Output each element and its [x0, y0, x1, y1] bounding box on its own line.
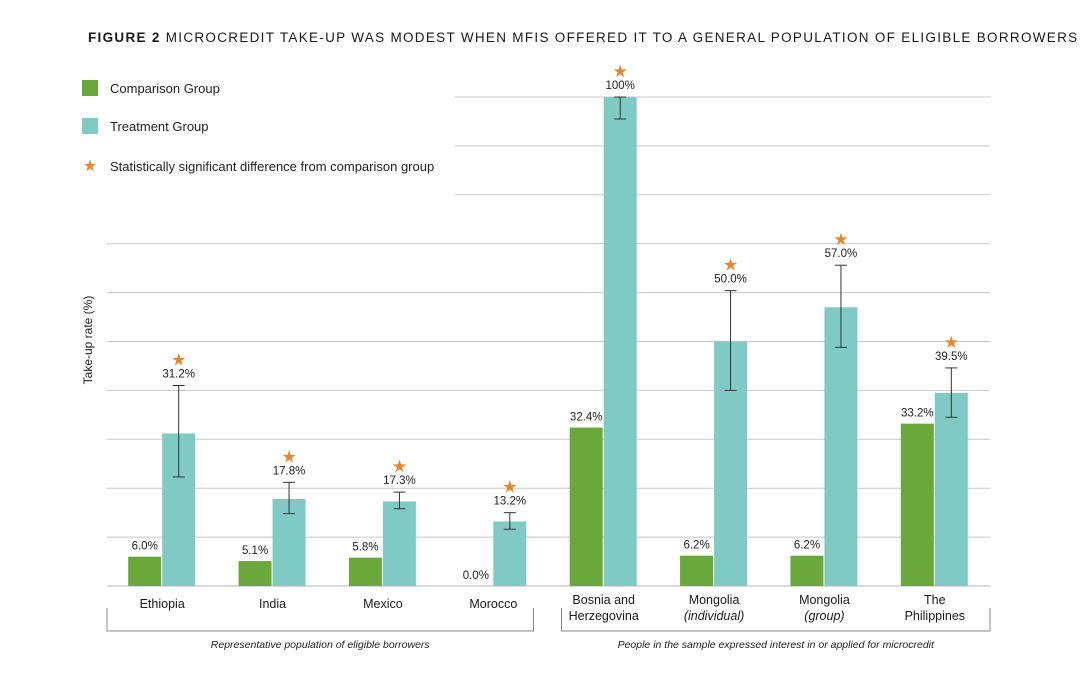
legend-comparison-swatch: [82, 80, 98, 96]
comparison-bar: [680, 555, 714, 586]
treatment-bar: [493, 521, 527, 586]
comparison-bar: [348, 557, 382, 586]
legend-comparison-label: Comparison Group: [110, 80, 220, 96]
group-bracket: [106, 608, 534, 632]
legend-treatment-label: Treatment Group: [110, 118, 209, 134]
category-label: Ethiopia: [140, 597, 185, 611]
treatment-bar: [934, 392, 968, 586]
treatment-value-label: 39.5%: [935, 351, 968, 363]
legend-significant-label: Statistically significant difference fro…: [110, 158, 435, 174]
figure-number: FIGURE 2: [88, 30, 161, 45]
figure-title: FIGURE 2 MICROCREDIT TAKE-UP WAS MODEST …: [88, 30, 1078, 45]
comparison-bar: [238, 561, 272, 586]
significance-star-icon: ★: [281, 447, 296, 466]
category-label: Bosnia and: [572, 593, 635, 607]
comparison-value-label: 5.8%: [352, 542, 378, 554]
treatment-value-label: 57.0%: [825, 248, 858, 260]
treatment-value-label: 17.3%: [383, 475, 416, 487]
significance-star-icon: ★: [944, 333, 959, 352]
significance-star-icon: ★: [502, 478, 517, 497]
treatment-value-label: 100%: [605, 80, 634, 92]
category-label: India: [259, 597, 286, 611]
group-label: Representative population of eligible bo…: [211, 639, 431, 651]
category-label: Mongolia: [799, 593, 850, 607]
comparison-bar: [569, 427, 603, 586]
treatment-value-label: 17.8%: [273, 465, 306, 477]
category-label: (group): [804, 609, 844, 623]
comparison-value-label: 32.4%: [570, 412, 603, 424]
significance-star-icon: ★: [723, 256, 738, 275]
significance-star-icon: ★: [833, 230, 848, 249]
comparison-value-label: 6.2%: [794, 540, 820, 552]
category-label: (individual): [684, 609, 744, 623]
legend-treatment: Treatment Group: [82, 118, 209, 134]
treatment-bar: [603, 97, 637, 586]
y-axis-label: Take-up rate (%): [81, 296, 95, 385]
significance-star-icon: ★: [392, 457, 407, 476]
group-label: People in the sample expressed interest …: [618, 639, 935, 651]
comparison-value-label: 5.1%: [242, 545, 268, 557]
comparison-value-label: 0.0%: [463, 570, 489, 582]
category-label: Mexico: [363, 597, 403, 611]
figure-title-text: MICROCREDIT TAKE-UP WAS MODEST WHEN MFIs…: [165, 30, 1079, 45]
legend-significant: ★ Statistically significant difference f…: [82, 156, 434, 176]
treatment-bar: [382, 501, 416, 586]
significance-star-icon: ★: [613, 62, 628, 81]
category-label: Mongolia: [689, 593, 740, 607]
group-bracket: [561, 608, 991, 632]
comparison-value-label: 6.2%: [683, 540, 709, 552]
comparison-value-label: 33.2%: [901, 408, 934, 420]
comparison-bar: [900, 423, 934, 586]
star-icon: ★: [82, 158, 98, 175]
category-label: Herzegovina: [569, 609, 639, 623]
category-label: Philippines: [905, 609, 965, 623]
treatment-bar: [824, 307, 858, 586]
legend-treatment-swatch: [82, 118, 98, 134]
category-label: The: [924, 593, 946, 607]
comparison-bar: [128, 556, 162, 586]
treatment-value-label: 50.0%: [714, 274, 747, 286]
comparison-value-label: 6.0%: [132, 541, 158, 553]
significance-star-icon: ★: [171, 351, 186, 370]
treatment-value-label: 31.2%: [162, 369, 195, 381]
comparison-bar: [790, 555, 824, 586]
category-label: Morocco: [469, 597, 517, 611]
legend-comparison: Comparison Group: [82, 80, 220, 96]
treatment-value-label: 13.2%: [494, 496, 527, 508]
